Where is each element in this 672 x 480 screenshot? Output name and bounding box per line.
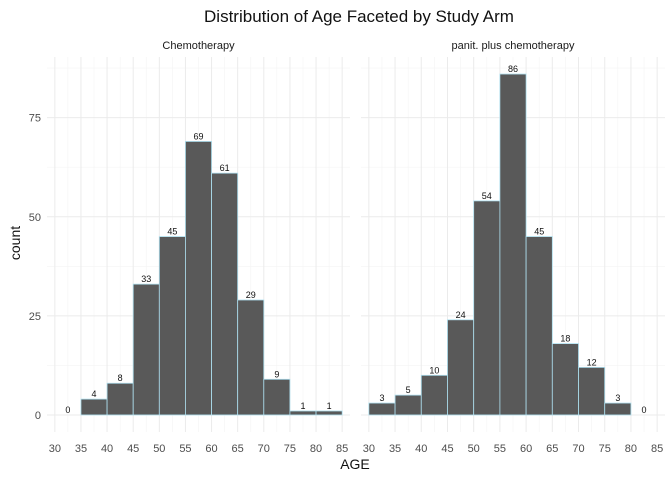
histogram-bar (237, 299, 265, 416)
y-tick-label: 50 (29, 212, 41, 224)
bar-count-label: 1 (327, 401, 332, 411)
bar-count-label: 45 (534, 227, 544, 237)
bar-count-label: 61 (220, 163, 230, 173)
panel-strip-label: panit. plus chemotherapy (452, 40, 575, 52)
x-tick-label: 45 (127, 443, 139, 455)
bar-count-label: 3 (379, 393, 384, 403)
histogram-bar (315, 410, 343, 416)
histogram-bar (394, 394, 422, 416)
histogram-bar (420, 374, 448, 416)
bar-count-label: 9 (274, 369, 279, 379)
bar-count-label: 45 (167, 227, 177, 237)
histogram-bar (525, 236, 553, 416)
x-tick-label: 80 (310, 443, 322, 455)
x-tick-label: 65 (232, 443, 244, 455)
x-tick-label: 60 (520, 443, 532, 455)
x-tick-label: 55 (179, 443, 191, 455)
x-tick-label: 55 (494, 443, 506, 455)
x-tick-label: 30 (49, 443, 61, 455)
panel-2: panit. plus chemotherapy3510245486451812… (361, 40, 665, 455)
x-tick-label: 65 (546, 443, 558, 455)
x-tick-label: 50 (153, 443, 165, 455)
bar-count-label: 33 (141, 274, 151, 284)
y-tick-label: 0 (35, 410, 41, 422)
histogram-bar (499, 73, 527, 416)
bar-count-label: 54 (482, 191, 492, 201)
chart-title: Distribution of Age Faceted by Study Arm (204, 7, 514, 26)
x-tick-label: 85 (651, 443, 663, 455)
bar-count-label: 69 (193, 131, 203, 141)
histogram-bar (551, 343, 579, 416)
x-tick-label: 75 (284, 443, 296, 455)
bar-count-label: 3 (615, 393, 620, 403)
x-tick-label: 80 (625, 443, 637, 455)
x-tick-label: 35 (75, 443, 87, 455)
y-tick-label: 75 (29, 113, 41, 125)
x-tick-label: 60 (205, 443, 217, 455)
y-axis-title: count (7, 226, 23, 260)
histogram-bar (158, 236, 186, 416)
bar-count-label: 1 (300, 401, 305, 411)
bar-count-label: 12 (587, 357, 597, 367)
bar-count-label: 5 (406, 385, 411, 395)
panel-strip-label: Chemotherapy (162, 40, 235, 52)
histogram-bar (578, 366, 606, 416)
histogram-bar (447, 319, 475, 416)
x-tick-label: 70 (258, 443, 270, 455)
x-tick-label: 30 (363, 443, 375, 455)
histogram-bar (473, 200, 501, 416)
histogram-bar (289, 410, 317, 416)
x-axis-title: AGE (340, 456, 370, 472)
histogram-bar (80, 398, 108, 416)
x-tick-label: 70 (572, 443, 584, 455)
panel-1: Chemotherapy 0 4 8 33 45 69 61 29 9 1 1 30 35 40 45 50 55… (29, 40, 350, 455)
histogram-bar (132, 283, 160, 416)
y-tick-label: 25 (29, 311, 41, 323)
x-tick-label: 50 (468, 443, 480, 455)
bar-count-label: 0 (65, 405, 70, 415)
bar-count-label: 29 (246, 290, 256, 300)
x-tick-label: 40 (415, 443, 427, 455)
x-tick-label: 45 (441, 443, 453, 455)
x-tick-label: 40 (101, 443, 113, 455)
bar-count-label: 24 (456, 310, 466, 320)
bar-count-label: 4 (92, 389, 97, 399)
bar-count-label: 86 (508, 64, 518, 74)
bar-count-label: 10 (429, 365, 439, 375)
x-tick-label: 35 (389, 443, 401, 455)
bar-count-label: 18 (560, 334, 570, 344)
histogram-bar (106, 382, 134, 416)
bar-count-label: 8 (118, 373, 123, 383)
x-tick-label: 75 (599, 443, 611, 455)
histogram-bar (211, 172, 239, 416)
histogram-bar (185, 141, 212, 416)
x-tick-label: 85 (336, 443, 348, 455)
bar-count-label: 0 (642, 405, 647, 415)
histogram-bar (263, 378, 291, 416)
histogram-bar (368, 402, 396, 416)
histogram-bar (604, 402, 632, 416)
